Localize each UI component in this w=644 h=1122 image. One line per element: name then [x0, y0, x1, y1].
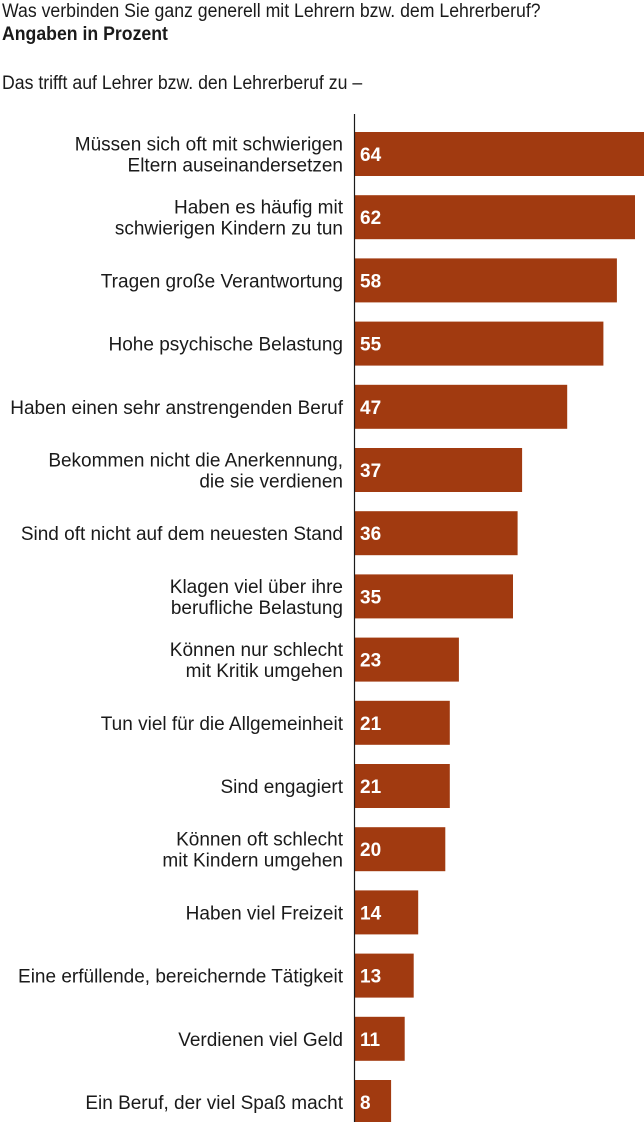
bar — [355, 953, 414, 998]
category-label: Eine erfüllende, bereichernde Tätigkeit — [18, 967, 344, 988]
bar — [355, 890, 419, 935]
bar — [355, 195, 635, 240]
value-label: 62 — [360, 208, 381, 229]
bar — [355, 132, 644, 176]
chart-title: Was verbinden Sie ganz generell mit Lehr… — [2, 1, 541, 22]
bar — [355, 384, 568, 429]
category-label: Ein Beruf, der viel Spaß macht — [85, 1093, 343, 1114]
bar — [355, 1080, 392, 1122]
value-label: 11 — [360, 1030, 381, 1051]
bar — [355, 1016, 405, 1061]
value-label: 14 — [360, 903, 382, 924]
category-label: Haben es häufig mit schwierigen Kindern z… — [115, 198, 344, 240]
category-label: Hohe psychische Belastung — [109, 335, 343, 356]
category-label: Haben einen sehr anstrengenden Beruf — [10, 398, 343, 419]
bar — [355, 258, 617, 303]
bar — [355, 574, 513, 619]
value-label: 37 — [360, 461, 381, 482]
category-label: Sind oft nicht auf dem neuesten Stand — [21, 524, 343, 545]
bar — [355, 511, 518, 556]
value-label: 35 — [360, 587, 382, 608]
chart-subtitle: Angaben in Prozent — [2, 24, 168, 45]
category-label: Können oft schlecht mit Kindern umgehen — [162, 830, 343, 872]
bar — [355, 321, 604, 366]
value-label: 55 — [360, 335, 382, 356]
category-label: Tragen große Verantwortung — [101, 271, 343, 292]
value-label: 36 — [360, 524, 381, 545]
value-label: 8 — [360, 1093, 371, 1114]
value-label: 21 — [360, 777, 382, 798]
bar — [355, 827, 446, 872]
category-label: Tun viel für die Allgemeinheit — [101, 714, 344, 735]
value-label: 47 — [360, 398, 381, 419]
chart-intro: Das trifft auf Lehrer bzw. den Lehrerber… — [2, 73, 363, 94]
value-label: 58 — [360, 271, 381, 292]
category-label: Sind engagiert — [220, 777, 343, 798]
category-label: Bekommen nicht die Anerkennung, die sie v… — [48, 451, 343, 493]
bar — [355, 637, 459, 682]
value-label: 21 — [360, 714, 382, 735]
category-label: Haben viel Freizeit — [186, 903, 344, 924]
bar — [355, 700, 450, 745]
bar — [355, 448, 523, 492]
value-label: 20 — [360, 840, 381, 861]
category-label: Können nur schlecht mit Kritik umgehen — [170, 640, 344, 682]
category-label: Müssen sich oft mit schwierigen Eltern au… — [75, 135, 343, 177]
bar — [355, 764, 450, 808]
value-label: 23 — [360, 651, 381, 672]
category-label: Klagen viel über ihre berufliche Belastun… — [170, 577, 343, 619]
category-label: Verdienen viel Geld — [178, 1030, 343, 1051]
chart-header: Was verbinden Sie ganz generell mit Lehr… — [2, 0, 642, 46]
value-label: 13 — [360, 967, 381, 988]
value-label: 64 — [360, 145, 382, 166]
